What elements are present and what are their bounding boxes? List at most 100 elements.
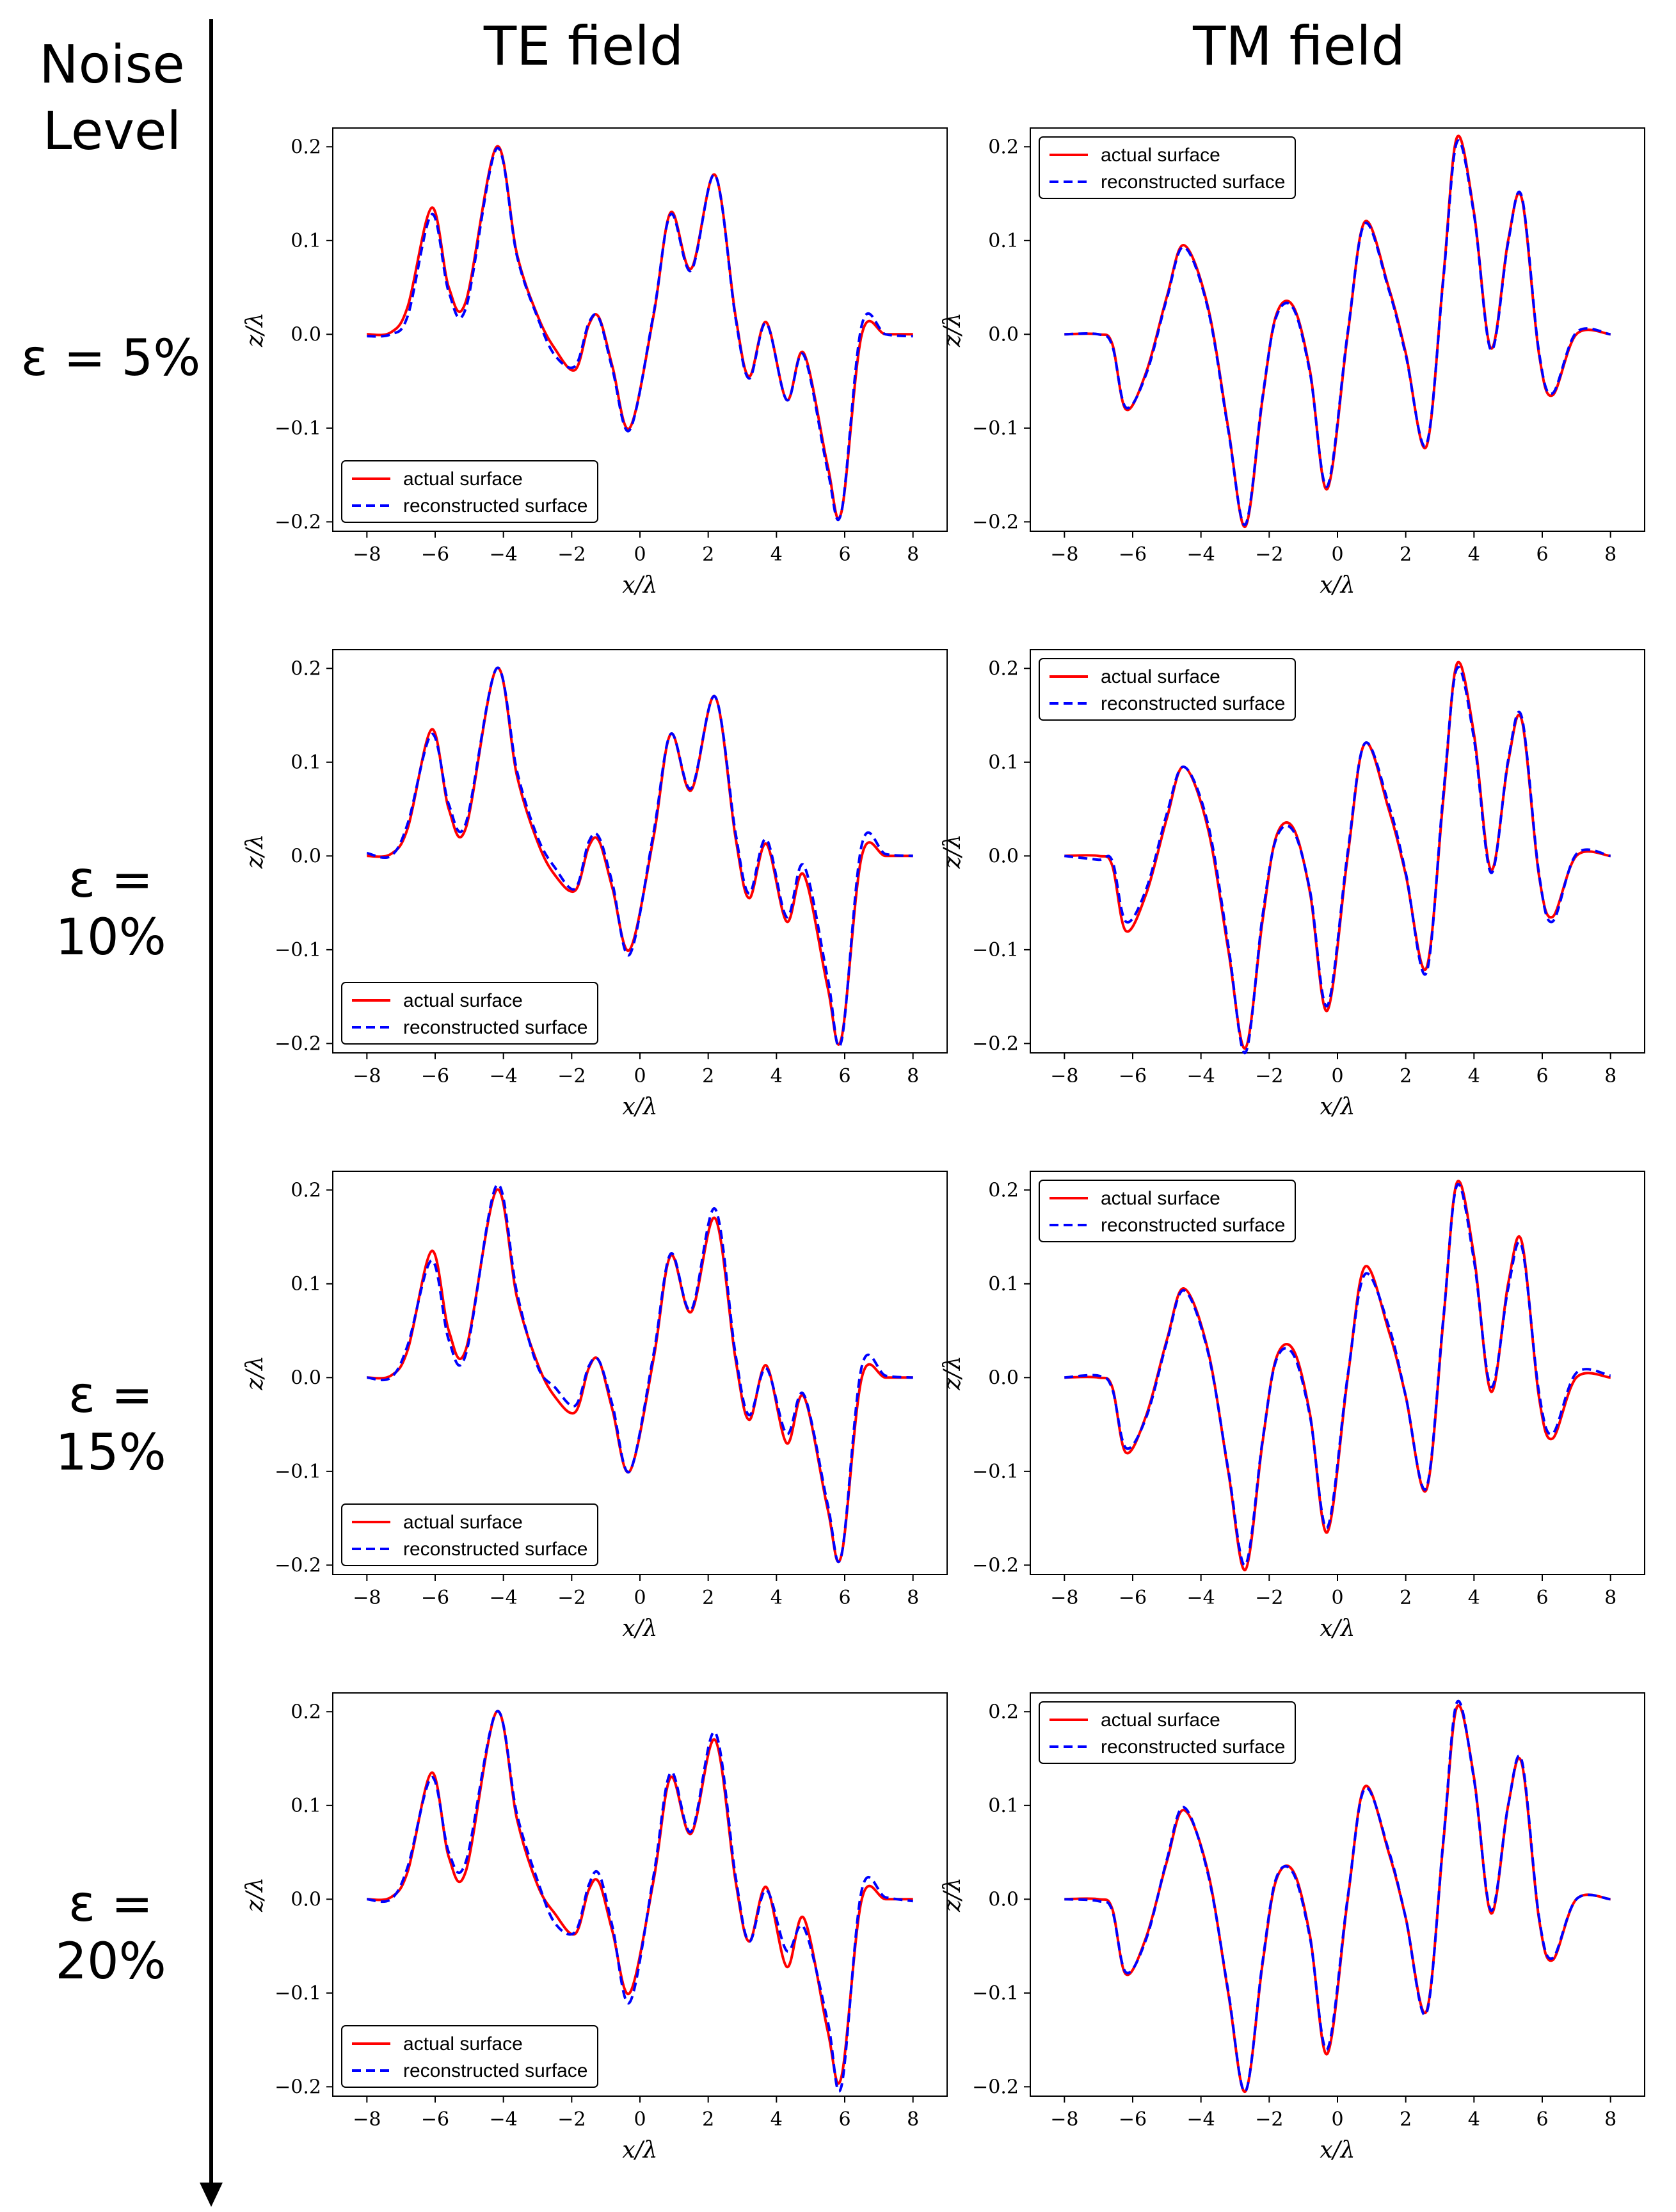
y-tick-label: 0.1 [291, 1795, 321, 1817]
x-tick-label: 8 [1604, 2108, 1616, 2131]
y-tick-label: 0.1 [988, 751, 1019, 774]
x-tick-label: −4 [1187, 2108, 1215, 2131]
legend-label-actual: actual surface [403, 990, 523, 1011]
legend: actual surface reconstructed surface [1039, 658, 1296, 721]
legend-box [1039, 1701, 1296, 1764]
x-tick-label: −4 [1187, 1065, 1215, 1087]
x-tick-label: 8 [1604, 543, 1616, 566]
y-tick-label: 0.0 [291, 323, 321, 346]
y-tick-label: −0.1 [275, 1461, 321, 1483]
x-tick-label: 4 [770, 1587, 783, 1609]
legend-label-reconstructed: reconstructed surface [1101, 1215, 1285, 1236]
x-tick-label: 6 [1536, 1587, 1548, 1609]
y-tick-label: −0.2 [275, 1554, 321, 1576]
x-tick-label: 8 [907, 2108, 919, 2131]
legend-box [341, 982, 598, 1045]
legend-label-reconstructed: reconstructed surface [1101, 1736, 1285, 1758]
legend-box [1039, 658, 1296, 721]
x-tick-label: −8 [353, 2108, 381, 2131]
x-tick-label: −4 [490, 1065, 518, 1087]
x-tick-label: −2 [557, 1065, 586, 1087]
series-reconstructed-surface [366, 666, 913, 1048]
y-tick-label: 0.0 [291, 1366, 321, 1389]
x-tick-label: −2 [1255, 2108, 1283, 2131]
x-tick-label: −6 [421, 1587, 449, 1609]
chart-te-eps-5: −8 −6 −4 −2 0 2 4 6 8 −0.2 −0.1 0.0 0.1 0.2 x/λ z/λ actu… [242, 127, 948, 598]
x-tick-label: 6 [1536, 2108, 1548, 2131]
y-tick-label: 0.2 [291, 1701, 321, 1723]
series-reconstructed-surface [367, 147, 913, 522]
row-label-eps-10: ε = 10% [55, 851, 166, 966]
noise-level-arrow [200, 19, 223, 2207]
x-tick-label: 2 [1400, 1587, 1412, 1609]
y-tick-label: 0.1 [291, 1273, 321, 1295]
legend-box [341, 460, 598, 523]
series-reconstructed-surface [1064, 1183, 1611, 1567]
legend-box [341, 1503, 598, 1566]
x-tick-label: −8 [353, 1587, 381, 1609]
x-tick-label: 8 [1604, 1587, 1616, 1609]
y-axis-label: z/λ [939, 1877, 966, 1912]
legend-label-actual: actual surface [403, 2033, 523, 2055]
x-axis-label: x/λ [622, 572, 657, 598]
x-tick-label: −6 [1119, 1587, 1147, 1609]
y-tick-label: −0.2 [972, 1032, 1019, 1055]
x-tick-label: 6 [838, 1065, 850, 1087]
series-reconstructed-surface [1064, 1699, 1611, 2093]
y-axis-label: z/λ [242, 834, 268, 869]
legend-box [1039, 1180, 1296, 1242]
y-tick-label: −0.1 [972, 939, 1019, 961]
y-tick-label: 0.0 [988, 1888, 1019, 1911]
y-tick-label: −0.1 [972, 417, 1019, 440]
x-tick-label: −8 [1050, 2108, 1078, 2131]
x-tick-label: 8 [907, 543, 919, 566]
x-tick-label: −2 [557, 1587, 586, 1609]
x-tick-label: 4 [1468, 1587, 1480, 1609]
legend: actual surface reconstructed surface [1039, 136, 1296, 199]
x-tick-label: −2 [557, 543, 586, 566]
x-tick-label: −6 [421, 1065, 449, 1087]
y-tick-label: 0.2 [988, 1701, 1019, 1723]
x-tick-label: 0 [1331, 543, 1343, 566]
x-axis-label: x/λ [1320, 1094, 1355, 1120]
x-tick-label: 2 [702, 1065, 714, 1087]
row-label-eps-20: ε = 20% [55, 1875, 166, 1991]
x-tick-label: 0 [1331, 1065, 1343, 1087]
y-axis-label: z/λ [939, 834, 966, 869]
y-tick-label: 0.1 [988, 1273, 1019, 1295]
x-tick-label: 8 [907, 1065, 919, 1087]
x-tick-label: 6 [838, 543, 850, 566]
chart-tm-eps-15: −8 −6 −4 −2 0 2 4 6 8 −0.2 −0.1 0.0 0.1 0.2 x/λ z/λ actu… [939, 1171, 1645, 1642]
chart-tm-eps-20: −8 −6 −4 −2 0 2 4 6 8 −0.2 −0.1 0.0 0.1 0.2 x/λ z/λ actu… [939, 1692, 1645, 2163]
series-reconstructed-surface [367, 1710, 913, 2093]
legend-box [341, 2025, 598, 2088]
x-tick-label: −6 [1119, 2108, 1147, 2131]
x-tick-label: 0 [634, 2108, 646, 2131]
x-tick-label: 2 [1400, 543, 1412, 566]
x-tick-label: 4 [1468, 543, 1480, 566]
noise-level-line2: Level [42, 101, 182, 162]
y-tick-label: 0.1 [291, 751, 321, 774]
noise-arrow-head [200, 2183, 223, 2207]
x-axis-label: x/λ [622, 1615, 657, 1642]
y-tick-label: −0.2 [972, 2076, 1019, 2098]
x-tick-label: 2 [702, 2108, 714, 2131]
x-axis-label: x/λ [622, 1094, 657, 1120]
series-reconstructed-surface [1064, 139, 1611, 526]
x-tick-label: 0 [1331, 2108, 1343, 2131]
x-tick-label: 2 [1400, 2108, 1412, 2131]
x-tick-label: 8 [1604, 1065, 1616, 1087]
y-tick-label: −0.1 [275, 1982, 321, 2005]
x-axis-label: x/λ [622, 2137, 657, 2163]
row-label-eps-5: ε = 5% [20, 330, 201, 387]
x-tick-label: −4 [490, 2108, 518, 2131]
y-tick-label: 0.0 [988, 1366, 1019, 1389]
chart-tm-eps-10: −8 −6 −4 −2 0 2 4 6 8 −0.2 −0.1 0.0 0.1 0.2 x/λ z/λ actu… [939, 649, 1645, 1120]
x-tick-label: 4 [770, 2108, 783, 2131]
x-tick-label: −8 [1050, 1587, 1078, 1609]
x-tick-label: 2 [702, 1587, 714, 1609]
y-tick-label: 0.0 [988, 845, 1019, 867]
y-tick-label: 0.1 [291, 230, 321, 252]
y-tick-label: 0.0 [988, 323, 1019, 346]
x-tick-label: 0 [634, 1587, 646, 1609]
